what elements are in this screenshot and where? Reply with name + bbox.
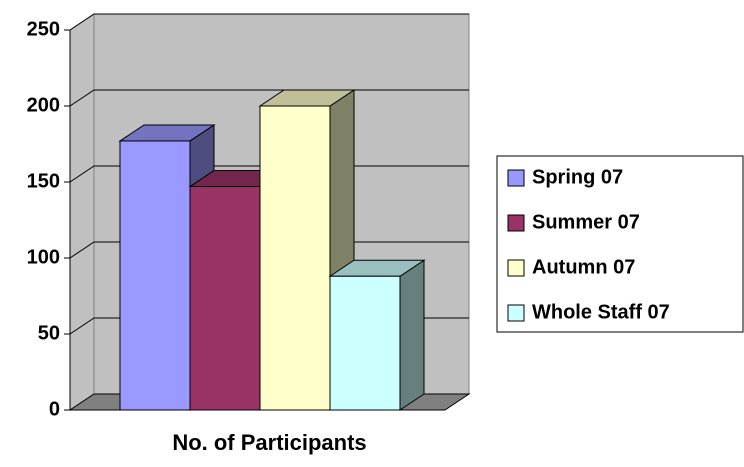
legend-swatch xyxy=(507,214,525,232)
bar xyxy=(119,140,191,411)
bar xyxy=(189,186,261,411)
legend-label: Autumn 07 xyxy=(532,256,635,278)
legend-swatch xyxy=(507,304,525,322)
y-tick-label: 200 xyxy=(27,94,60,116)
y-tick-label: 0 xyxy=(49,398,60,420)
legend-swatch xyxy=(507,259,525,277)
grid-line xyxy=(69,13,469,31)
y-tick-label: 50 xyxy=(38,322,60,344)
x-tick-label: No. of Participants xyxy=(172,430,366,455)
bar-side xyxy=(399,259,425,411)
side-wall xyxy=(69,13,95,411)
legend-box xyxy=(496,155,744,333)
bar xyxy=(329,275,401,411)
legend-swatch xyxy=(507,169,525,187)
legend-label: Whole Staff 07 xyxy=(532,301,670,323)
y-tick-label: 250 xyxy=(27,18,60,40)
y-tick-label: 150 xyxy=(27,170,60,192)
bar xyxy=(259,105,331,411)
y-tick-label: 100 xyxy=(27,246,60,268)
legend-label: Spring 07 xyxy=(532,166,623,188)
legend-label: Summer 07 xyxy=(532,211,640,233)
